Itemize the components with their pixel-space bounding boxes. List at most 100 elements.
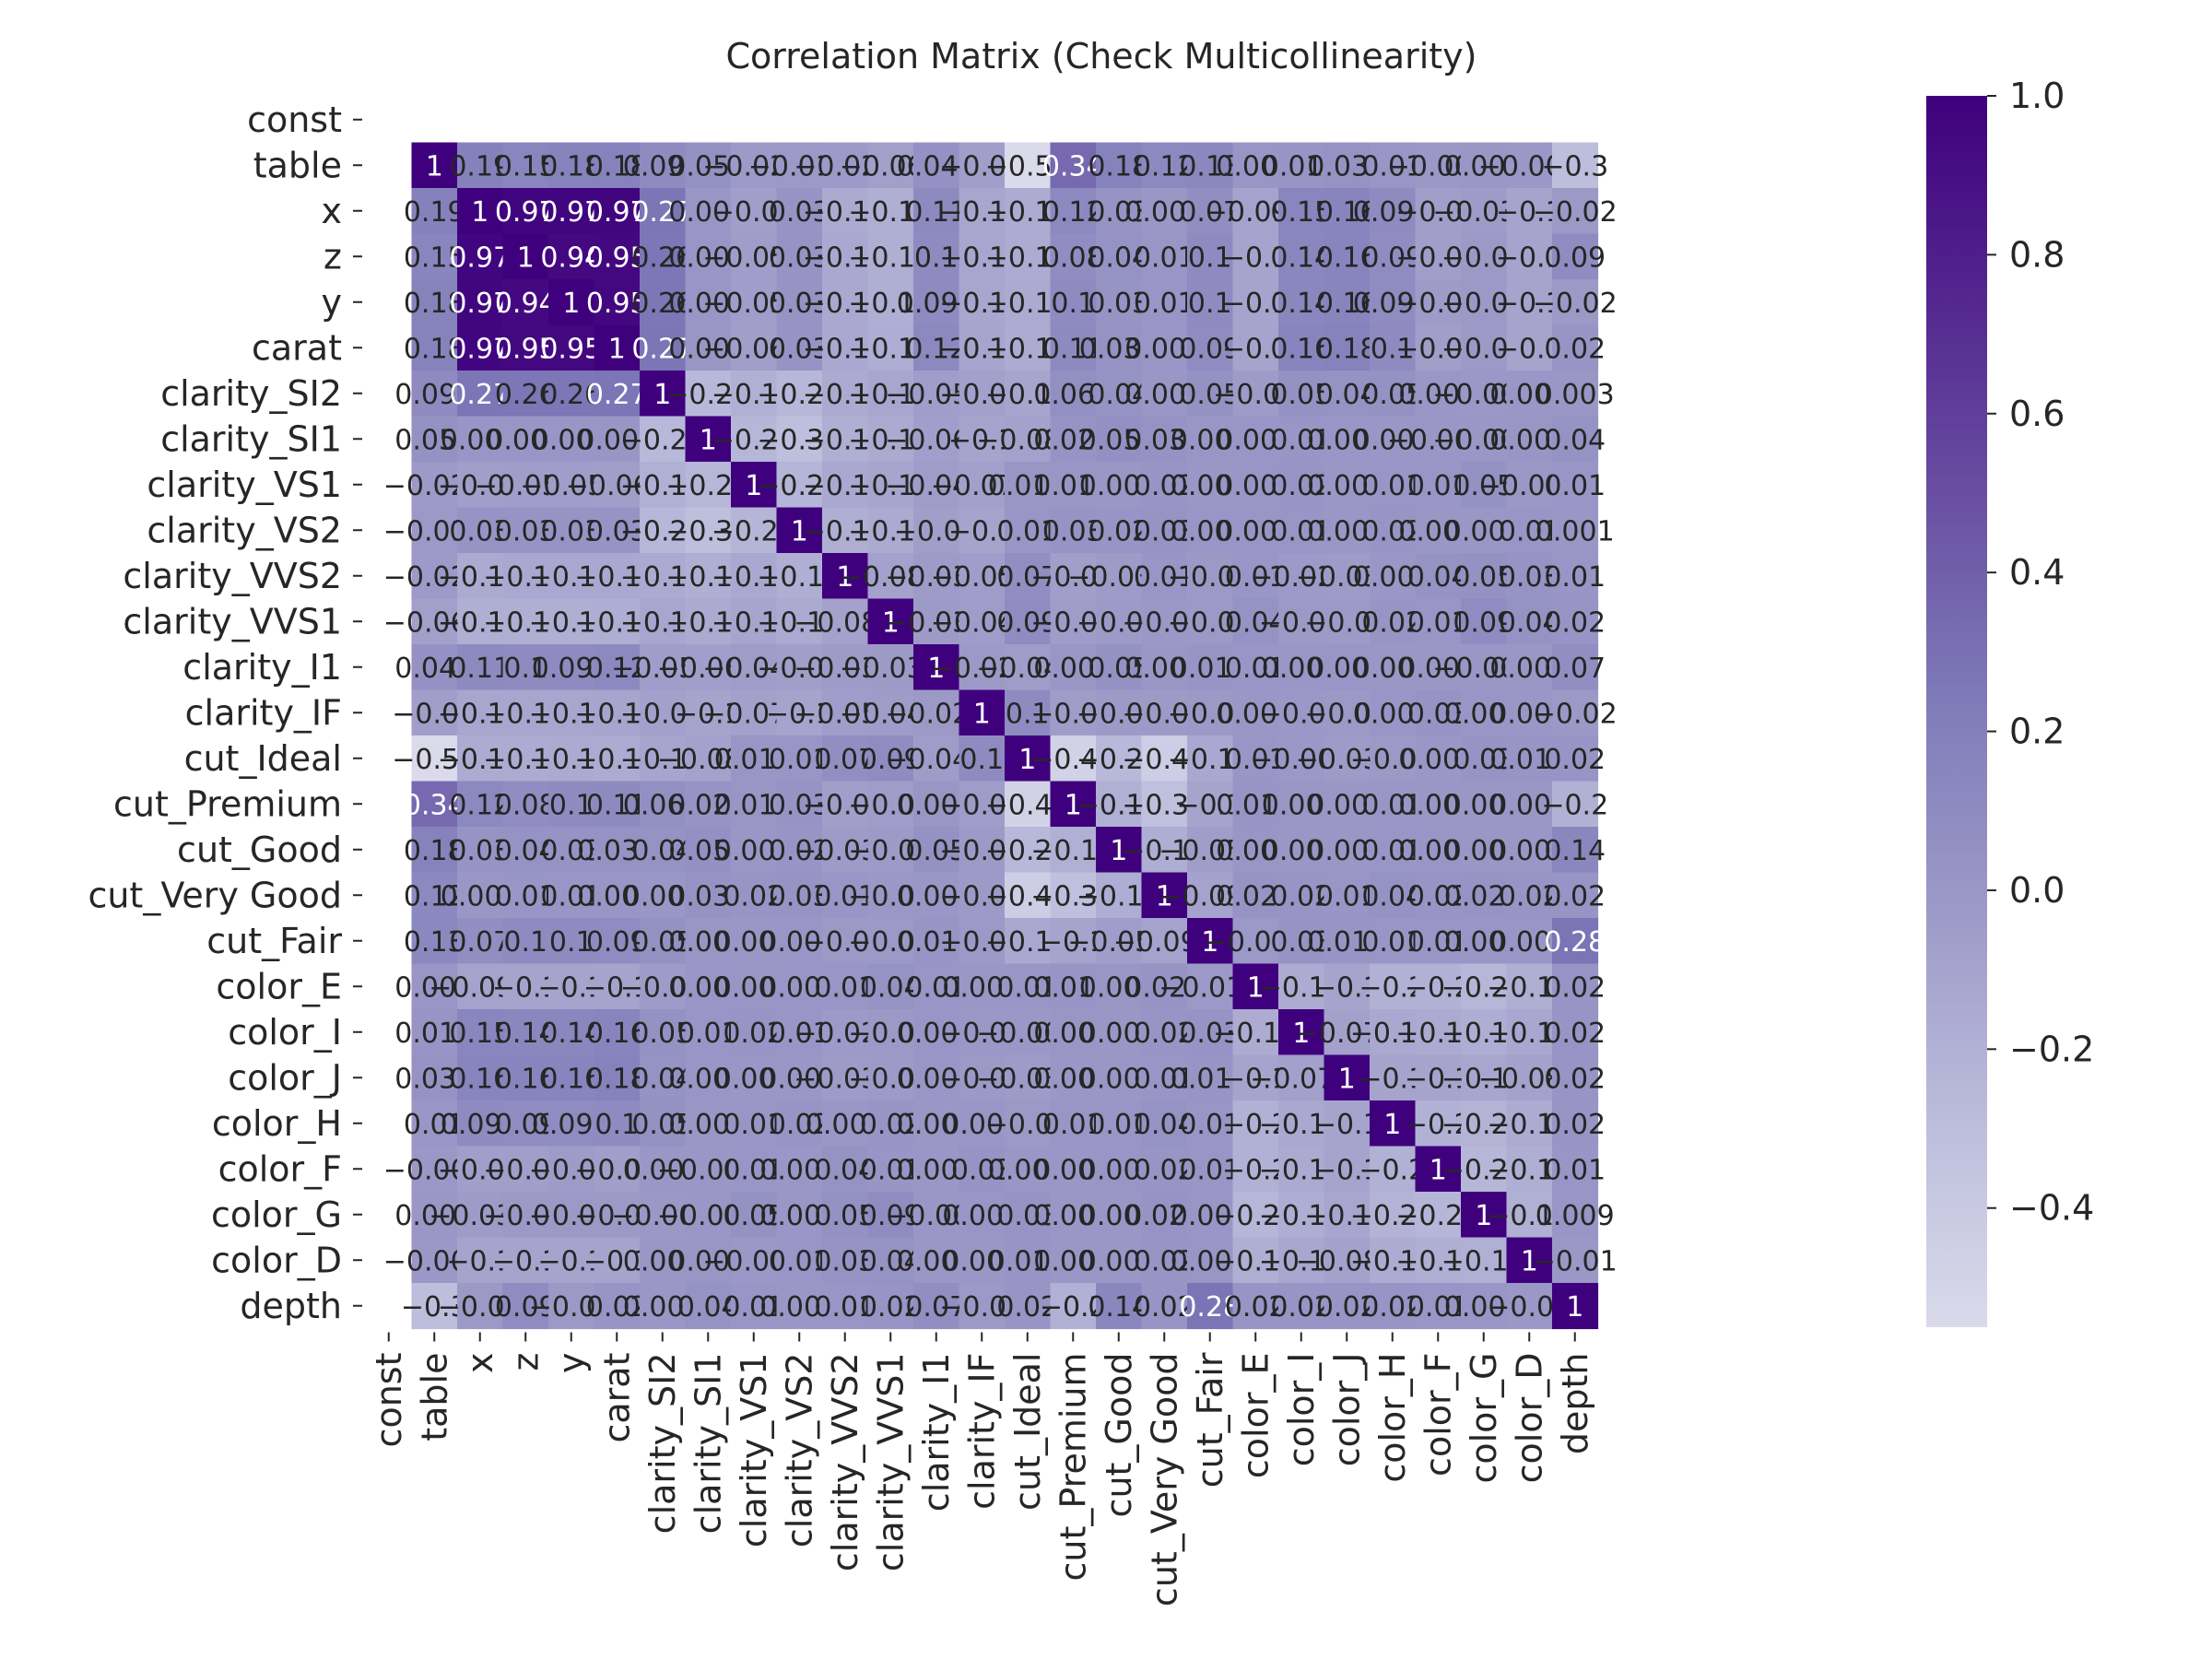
heatmap-cell [867,598,914,645]
heatmap-cell [822,324,869,371]
heatmap-cell [822,416,869,463]
cell-value-label: 0.03 [495,515,557,547]
colorbar-tick-label: 0.6 [2009,394,2065,434]
row-label: clarity_I1 [182,647,342,688]
heatmap-cell [594,416,641,463]
heatmap-cell [731,553,778,600]
column-label: y [551,1353,592,1374]
cell-value-label: 0.003 [1535,379,1615,411]
heatmap-cell [548,644,595,691]
column-label: color_H [1372,1353,1413,1483]
heatmap-cell [1415,142,1462,189]
heatmap-cell [685,233,732,280]
heatmap-cell [1370,507,1417,554]
heatmap-cell [685,553,732,600]
column-label: cut_Ideal [1007,1353,1048,1511]
row-label: y [322,282,343,323]
heatmap-cell [776,233,823,280]
heatmap-cell [1324,553,1371,600]
heatmap-cell [913,644,960,691]
cell-value-label: 0.27 [449,379,511,411]
heatmap-cell [731,689,778,736]
heatmap-cell [1050,553,1097,600]
heatmap-cell [1415,553,1462,600]
cell-value-label: 0.12 [586,653,648,685]
cell-value-label: 0.11 [1042,333,1104,365]
row-label: clarity_VVS2 [123,556,342,596]
cell-value-label: 0.03 [449,515,511,547]
heatmap-cell [1096,462,1143,509]
column-label: color_G [1464,1353,1504,1484]
heatmap-cell [1278,142,1325,189]
heatmap-cell [685,507,732,554]
heatmap-cell [1324,188,1371,235]
row-label: table [253,145,342,185]
column-label: table [414,1353,454,1441]
heatmap-cell [1141,462,1188,509]
heatmap-cell [502,598,549,645]
heatmap-cell [1096,188,1143,235]
colorbar-scale [1926,96,1987,1327]
heatmap-cell [1005,371,1052,418]
heatmap-cell [822,188,869,235]
cell-value-label: −0.02 [1533,196,1618,229]
heatmap-cell [776,598,823,645]
cell-value-label: 0.08 [495,789,557,821]
heatmap-cell [1187,142,1234,189]
cell-value-label: 0.1 [1371,333,1415,365]
heatmap-cell [731,233,778,280]
cell-value-label: 0.01 [1225,561,1287,594]
cell-value-label: 0.01 [1134,241,1195,274]
heatmap-cell [1461,233,1508,280]
heatmap-cell [867,142,914,189]
cell-value-label: 0.02 [1134,470,1195,502]
heatmap-cell [502,462,549,509]
heatmap-cell [548,188,595,235]
row-label: cut_Good [177,830,342,870]
cell-value-label: 0.15 [1270,196,1332,229]
heatmap-cell [1096,416,1143,463]
heatmap-cell [640,142,687,189]
cell-value-label: −0.1 [1496,333,1563,365]
heatmap-cell [640,324,687,371]
heatmap-cell [1552,507,1599,554]
heatmap-cell [1415,416,1462,463]
heatmap-cell [548,279,595,326]
heatmap-cell [731,644,778,691]
heatmap-cell [1506,324,1553,371]
row-label: clarity_VVS1 [123,601,342,641]
row-label: cut_Very Good [88,875,342,915]
cell-value-label: 0.02 [1361,606,1423,639]
row-label: color_E [216,966,342,1006]
cell-value-label: 0.14 [1270,241,1332,274]
cell-value-label: −0.1 [675,698,742,730]
cell-value-label: 0.03 [769,288,830,320]
heatmap-cell [1187,598,1234,645]
heatmap-cell [1415,188,1462,235]
row-label: cut_Ideal [184,738,342,779]
row-label: x [322,191,343,231]
heatmap-cell [1552,324,1599,371]
column-label: depth [1555,1353,1595,1455]
cell-value-label: 0.02 [1544,880,1606,912]
row-label: color_G [211,1194,342,1235]
column-label: z [505,1353,546,1371]
heatmap-cell [1050,416,1097,463]
cell-value-label: 0.26 [631,288,693,320]
heatmap-cell [1415,233,1462,280]
heatmap-cell [822,279,869,326]
heatmap-cell [1552,233,1599,280]
column-label: cut_Premium [1053,1353,1093,1582]
cell-value-label: 1 [973,698,991,730]
cell-value-label: 1 [653,379,671,411]
colorbar: 1.0 0.8 0.6 0.4 0.2 0.0 −0.2 −0.4 [1926,76,2094,1327]
heatmap-cell [1324,324,1371,371]
colorbar-tick-label: 0.4 [2009,552,2065,593]
heatmap-cell [502,324,549,371]
heatmap-cell [411,644,458,691]
heatmap-cell [457,462,504,509]
heatmap-cell [1187,371,1234,418]
heatmap-cell [1096,598,1143,645]
column-label: color_E [1235,1353,1276,1479]
cell-value-label: 0.12 [905,333,967,365]
